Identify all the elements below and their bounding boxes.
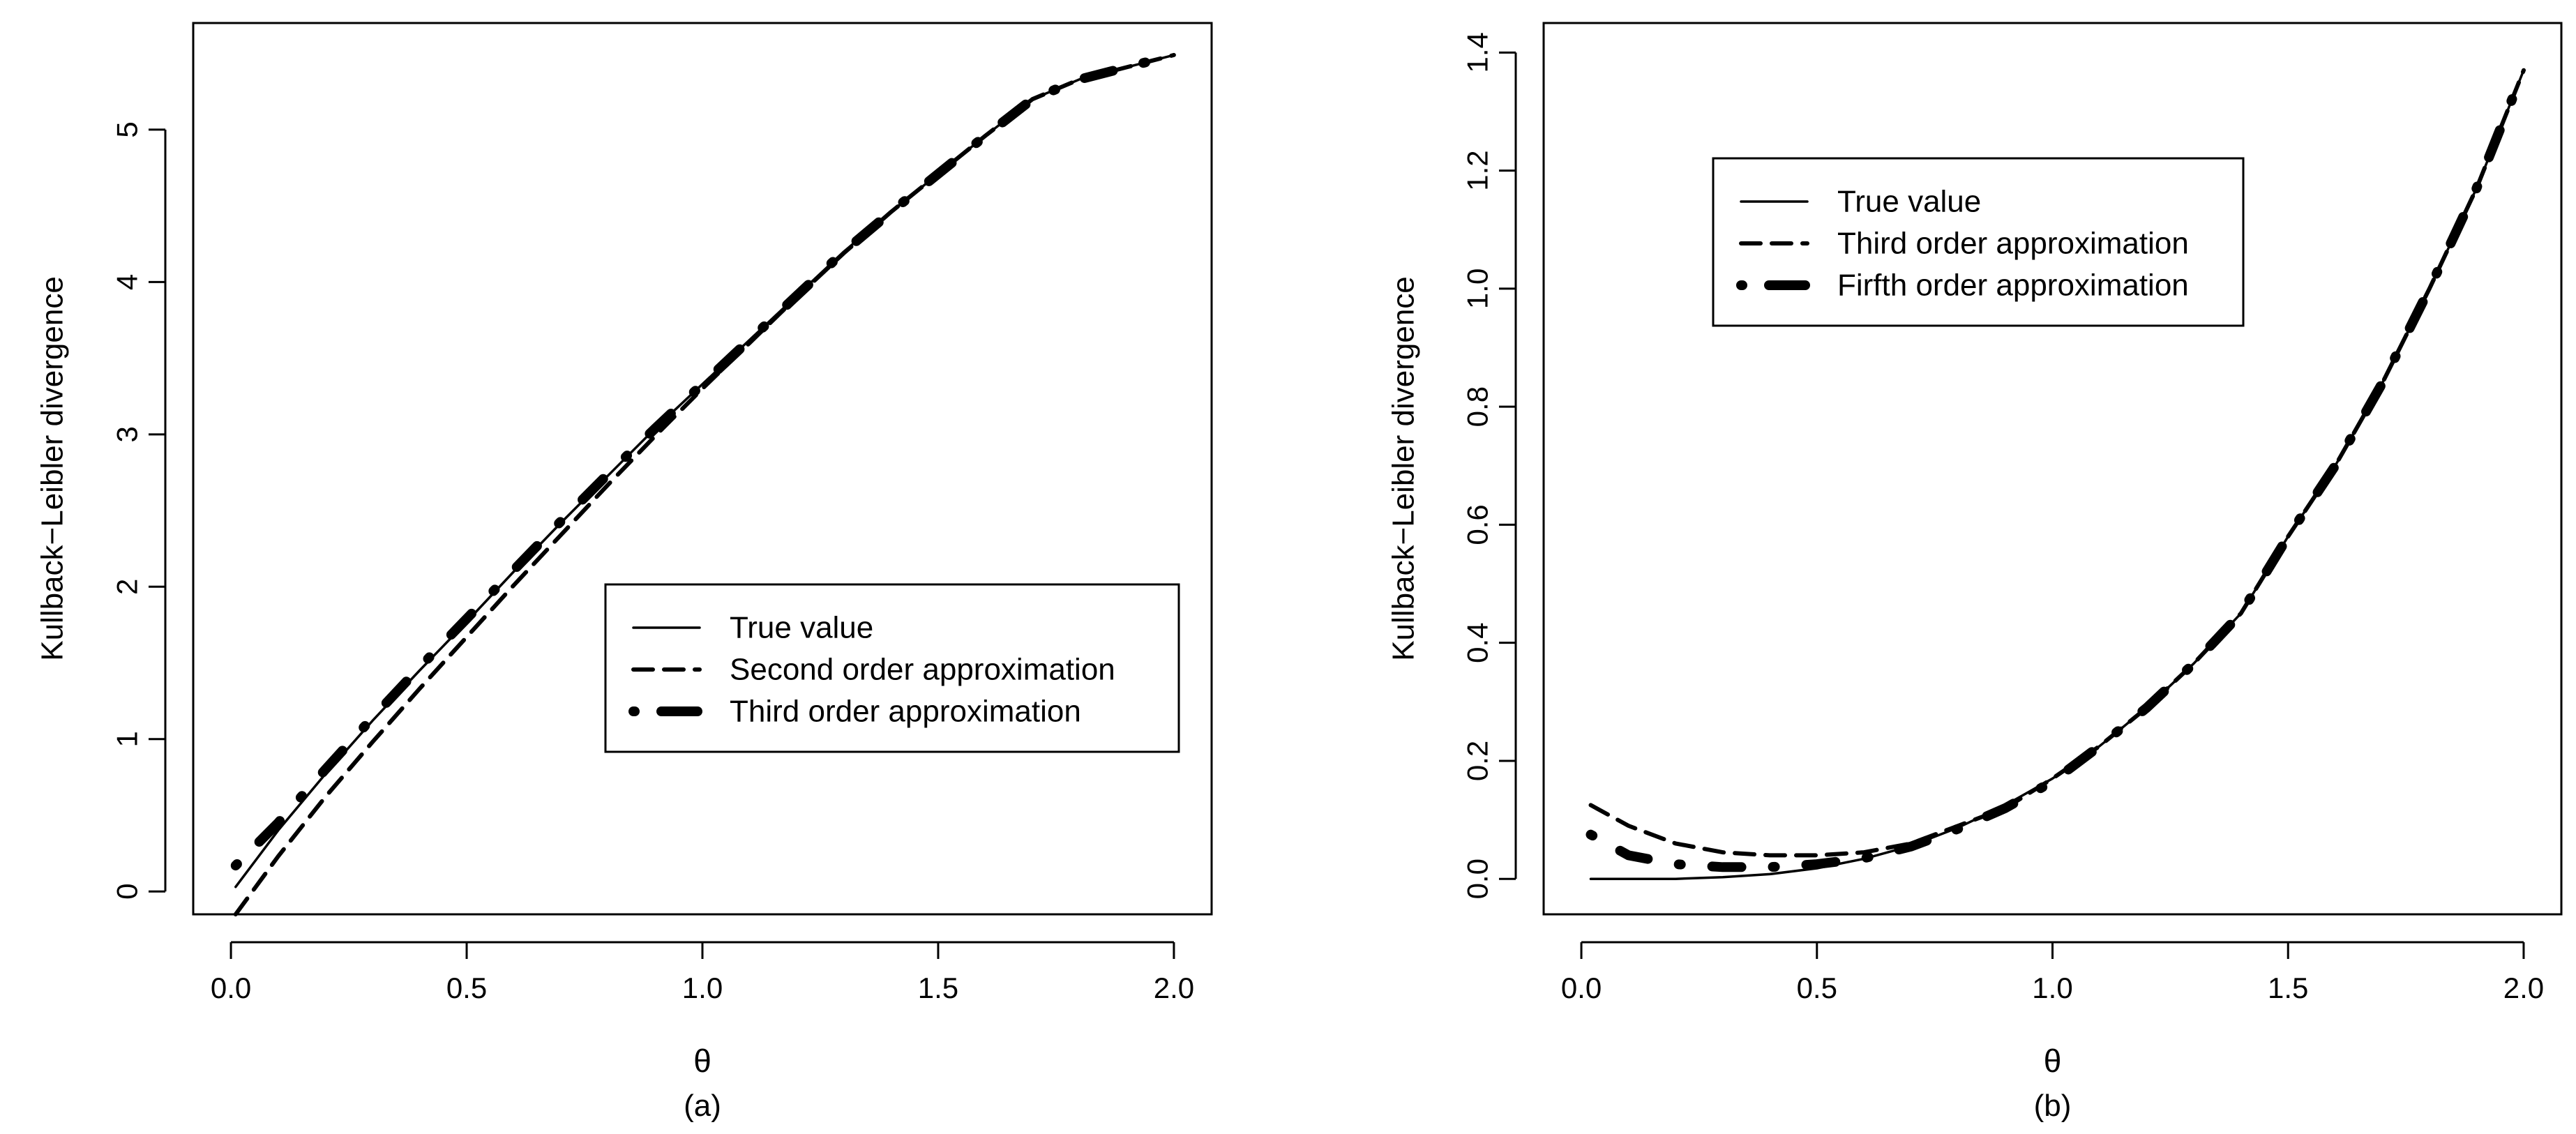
x-tick-label: 0.5 xyxy=(1797,972,1837,1004)
legend-label: Second order approximation xyxy=(730,653,1115,687)
legend: True value Third order approximation Firft… xyxy=(1712,157,2245,327)
series-line-3 xyxy=(1585,65,2529,872)
y-tick-label: 1.2 xyxy=(1461,150,1494,190)
y-tick-label: 0.6 xyxy=(1461,504,1494,545)
x-tick-label: 1.5 xyxy=(2268,972,2308,1004)
y-tick-label: 1 xyxy=(111,731,144,747)
panel-label: (b) xyxy=(2034,1089,2072,1123)
legend-box xyxy=(604,583,1180,753)
series-line-2 xyxy=(233,52,1176,916)
plot-area-frame xyxy=(1542,22,2563,916)
x-tick-label: 2.0 xyxy=(1154,972,1194,1004)
legend-label: True value xyxy=(1837,185,1981,219)
panel-b: 0.0 0.5 1.0 1.5 2.0 0.0 0.2 0.4 0.6 0.8 1.0 1.2 1.4 θ… xyxy=(1387,22,2563,1123)
y-tick-label: 2 xyxy=(111,579,144,595)
series-line-3 xyxy=(230,50,1179,871)
y-tick-label: 0.0 xyxy=(1461,859,1494,899)
y-tick-label: 4 xyxy=(111,274,144,290)
panel-label: (a) xyxy=(684,1089,721,1123)
y-tick-label: 5 xyxy=(111,121,144,137)
y-tick-label: 1.4 xyxy=(1461,32,1494,73)
y-tick-label: 0.8 xyxy=(1461,386,1494,427)
series-line-2 xyxy=(1588,68,2526,858)
x-tick-label: 1.5 xyxy=(918,972,958,1004)
x-axis-title: θ xyxy=(693,1043,711,1079)
legend: True value Second order approximation Thir… xyxy=(604,583,1180,753)
plot-area-frame xyxy=(192,22,1213,916)
panel-a: 0.0 0.5 1.0 1.5 2.0 0 1 2 3 4 5 θ Kullback−Leibler d… xyxy=(36,22,1213,1123)
y-tick-label: 0 xyxy=(111,884,144,900)
y-tick-label: 3 xyxy=(111,426,144,442)
x-axis-title: θ xyxy=(2044,1043,2062,1079)
x-tick-label: 2.0 xyxy=(2503,972,2544,1004)
series-line-1 xyxy=(234,54,1175,889)
legend-label: True value xyxy=(730,611,873,645)
x-tick-label: 0.0 xyxy=(1561,972,1602,1004)
y-axis-title: Kullback−Leibler divergence xyxy=(36,276,70,661)
y-tick-label: 1.0 xyxy=(1461,269,1494,309)
x-tick-label: 1.0 xyxy=(682,972,723,1004)
y-tick-label: 0.4 xyxy=(1461,622,1494,663)
x-tick-label: 0.5 xyxy=(446,972,487,1004)
y-axis-title: Kullback−Leibler divergence xyxy=(1387,276,1421,661)
y-tick-label: 0.2 xyxy=(1461,741,1494,781)
legend-label: Firfth order approximation xyxy=(1837,269,2189,303)
x-tick-label: 1.0 xyxy=(2032,972,2072,1004)
legend-label: Third order approximation xyxy=(730,695,1081,729)
x-tick-label: 0.0 xyxy=(211,972,251,1004)
legend-label: Third order approximation xyxy=(1837,227,2189,261)
